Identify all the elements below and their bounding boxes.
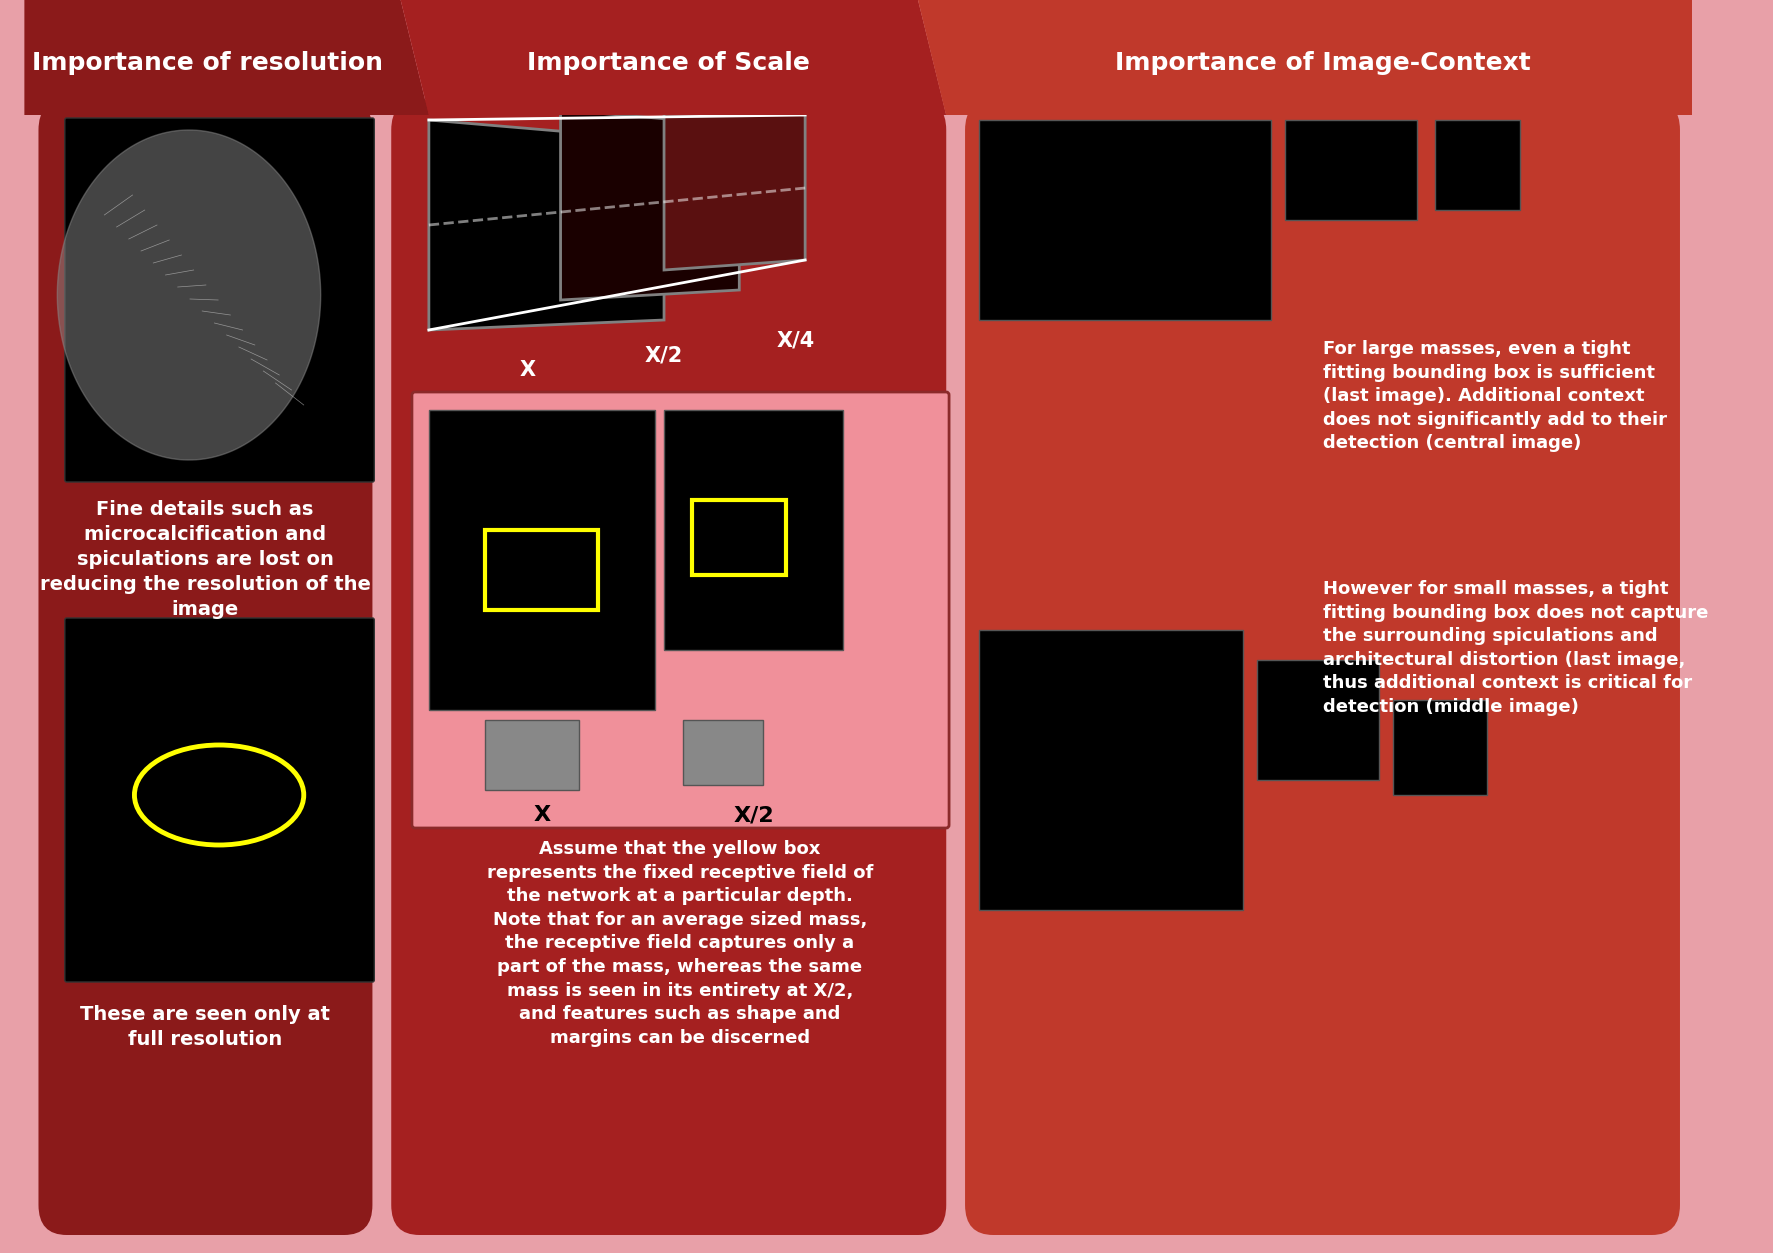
FancyBboxPatch shape xyxy=(66,618,374,982)
Bar xyxy=(683,720,762,784)
Text: X/2: X/2 xyxy=(732,804,773,824)
Bar xyxy=(429,410,654,710)
Bar xyxy=(1436,120,1519,211)
Text: Importance of Image-Context: Importance of Image-Context xyxy=(1115,51,1530,75)
Bar xyxy=(665,410,842,650)
Bar xyxy=(486,530,598,610)
Text: Importance of Scale: Importance of Scale xyxy=(527,51,810,75)
Text: Importance of resolution: Importance of resolution xyxy=(32,51,383,75)
Polygon shape xyxy=(665,105,805,269)
Bar xyxy=(486,720,580,789)
FancyBboxPatch shape xyxy=(392,100,947,1235)
Text: X/4: X/4 xyxy=(777,330,816,350)
Text: X/2: X/2 xyxy=(645,345,683,365)
Text: These are seen only at
full resolution: These are seen only at full resolution xyxy=(80,1005,330,1049)
Polygon shape xyxy=(25,0,429,115)
FancyBboxPatch shape xyxy=(39,100,372,1235)
Text: For large masses, even a tight
fitting bounding box is sufficient
(last image). : For large masses, even a tight fitting b… xyxy=(1323,340,1667,452)
Polygon shape xyxy=(57,130,321,460)
Text: Assume that the yellow box
represents the fixed receptive field of
the network a: Assume that the yellow box represents th… xyxy=(488,840,874,1046)
Text: However for small masses, a tight
fitting bounding box does not capture
the surr: However for small masses, a tight fittin… xyxy=(1323,580,1707,715)
Bar xyxy=(979,120,1271,320)
Text: X: X xyxy=(519,360,535,380)
Bar xyxy=(691,500,787,575)
FancyBboxPatch shape xyxy=(965,100,1681,1235)
Polygon shape xyxy=(429,120,665,330)
Polygon shape xyxy=(401,0,947,115)
Text: X: X xyxy=(534,804,550,824)
Bar xyxy=(979,630,1243,910)
Bar xyxy=(1285,120,1417,221)
Polygon shape xyxy=(918,0,1691,115)
Bar xyxy=(1257,660,1379,781)
Text: Fine details such as
microcalcification and
spiculations are lost on
reducing th: Fine details such as microcalcification … xyxy=(39,500,371,619)
Polygon shape xyxy=(560,110,739,299)
Bar xyxy=(1394,700,1488,794)
FancyBboxPatch shape xyxy=(411,392,949,828)
FancyBboxPatch shape xyxy=(66,118,374,482)
